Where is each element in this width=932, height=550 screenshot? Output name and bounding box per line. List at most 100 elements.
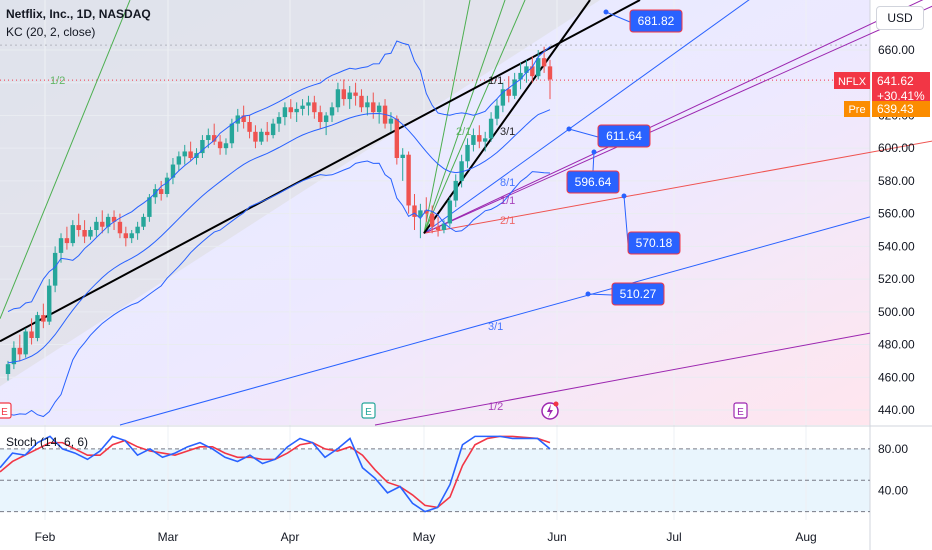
candle-body — [400, 154, 405, 158]
candle — [270, 118, 276, 139]
candle — [182, 144, 187, 165]
candle — [282, 102, 288, 126]
price-axis-label: 660.00 — [878, 43, 915, 57]
premarket-tag: Pre 639.43 — [844, 101, 930, 117]
callout-box — [611, 282, 665, 306]
candle-body — [52, 252, 58, 286]
candle — [306, 95, 311, 116]
fan-label-2: 2/1 — [456, 126, 471, 138]
candle — [477, 125, 482, 149]
candle-body — [129, 233, 134, 239]
candle-body — [29, 331, 34, 338]
currency-button[interactable]: USD — [876, 6, 924, 30]
candle — [141, 213, 146, 230]
candle — [135, 221, 140, 240]
pre-price-box — [872, 101, 930, 117]
candle-body — [11, 347, 17, 365]
candle — [111, 210, 117, 230]
candle — [29, 318, 34, 345]
lightning-glyph — [547, 404, 553, 418]
candle — [388, 112, 394, 132]
candle — [247, 115, 252, 139]
candle-body — [335, 89, 341, 108]
time-axis-label: Aug — [795, 530, 816, 544]
candle-body — [412, 205, 417, 217]
candle-body — [524, 66, 529, 73]
candle — [365, 95, 370, 116]
candle-body — [23, 331, 28, 355]
candle-body — [206, 135, 211, 140]
callout-anchor — [591, 149, 597, 155]
fan-upper-shade — [0, 0, 600, 387]
candle-body — [359, 95, 364, 108]
candle-body — [435, 226, 441, 230]
candle — [76, 213, 81, 237]
candle-body — [477, 135, 482, 142]
candle — [211, 123, 217, 145]
candle — [58, 233, 64, 263]
candle-body — [229, 123, 235, 144]
price-axis-label: 600.00 — [878, 141, 915, 155]
callout-label: 510.27 — [620, 287, 657, 301]
candle — [11, 341, 17, 370]
candle — [170, 158, 176, 185]
candle — [341, 79, 347, 106]
trend-line — [0, 0, 641, 343]
candle — [241, 105, 246, 129]
candle — [347, 86, 352, 109]
pre-price-value: 639.43 — [877, 102, 914, 116]
callout-leader — [605, 11, 631, 23]
candle — [323, 112, 329, 136]
callout-label: 681.82 — [638, 14, 675, 28]
candle-body — [276, 117, 282, 124]
stoch-k-line — [0, 435, 551, 513]
kc-basis — [7, 109, 551, 364]
time-axis-label: Jul — [666, 530, 681, 544]
fan-label-4: 8/1 — [500, 177, 515, 189]
price-callout: 570.18 — [621, 193, 681, 255]
candle — [547, 59, 553, 100]
candle-body — [282, 107, 288, 118]
candle — [70, 220, 76, 247]
candle — [400, 148, 405, 181]
candle — [429, 205, 435, 234]
candle-body — [371, 102, 376, 113]
callout-leader — [592, 151, 595, 172]
callout-leader — [623, 195, 629, 245]
candle — [276, 112, 282, 132]
candle-body — [265, 131, 270, 136]
candle — [488, 112, 494, 142]
candle-body — [394, 118, 400, 158]
candle-body — [376, 105, 382, 113]
callout-box — [566, 170, 620, 194]
candle — [100, 210, 105, 234]
candle-body — [123, 233, 129, 239]
fan-ray-blue-510 — [119, 216, 871, 426]
candle-body — [547, 66, 553, 80]
candle — [176, 151, 182, 172]
candle — [158, 180, 164, 201]
candle — [105, 213, 111, 234]
candle-body — [329, 107, 335, 116]
candle — [359, 89, 364, 113]
candle-body — [82, 230, 87, 237]
symbol-box — [834, 72, 870, 89]
candle — [335, 82, 341, 113]
candle — [329, 102, 335, 122]
candle — [412, 194, 417, 230]
callout-anchor — [566, 126, 572, 132]
candle — [217, 135, 223, 155]
candle-body — [459, 161, 464, 181]
candle — [35, 311, 40, 342]
stoch-axis-label: 40.00 — [878, 484, 908, 498]
time-axis-label: Feb — [35, 530, 56, 544]
callout-label: 611.64 — [606, 129, 642, 143]
indicator-label: KC (20, 2, close) — [6, 25, 96, 39]
candle-body — [341, 89, 347, 100]
candle-body — [223, 143, 229, 149]
candle-body — [270, 123, 276, 136]
candle-body — [117, 221, 123, 234]
candle — [265, 122, 270, 142]
candle — [200, 135, 205, 158]
